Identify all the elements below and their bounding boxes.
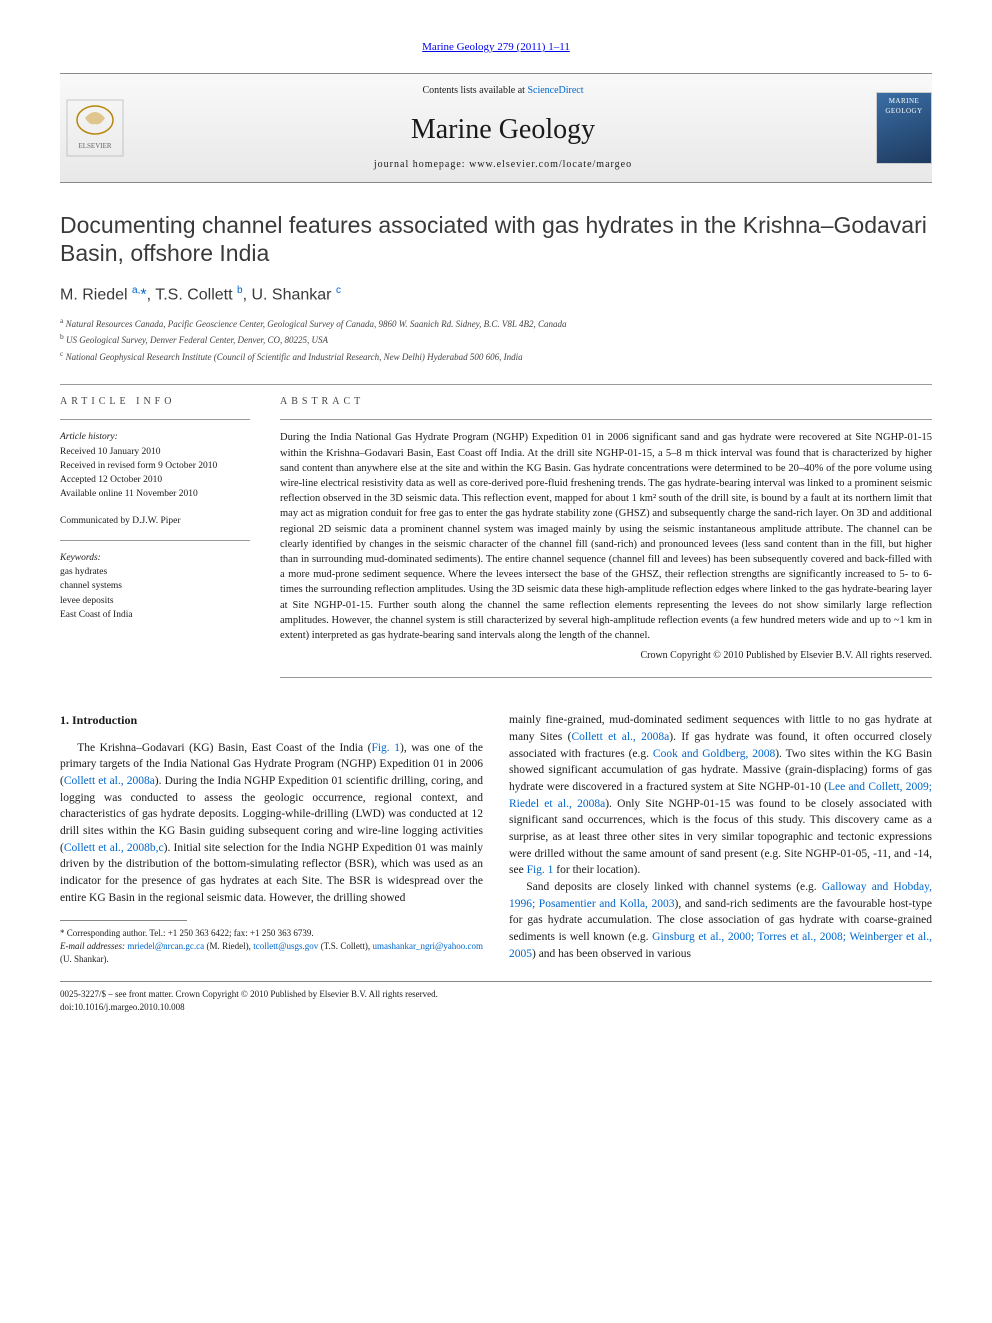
svg-text:ELSEVIER: ELSEVIER <box>78 142 111 150</box>
divider <box>60 419 250 420</box>
body-paragraph: The Krishna–Godavari (KG) Basin, East Co… <box>60 740 483 907</box>
email-link[interactable]: tcollett@usgs.gov <box>253 941 318 951</box>
abstract-text: During the India National Gas Hydrate Pr… <box>280 430 932 643</box>
citation-link[interactable]: Marine Geology 279 (2011) 1–11 <box>422 41 570 53</box>
cover-title: MARINE GEOLOGY <box>881 97 927 117</box>
abstract-head: abstract <box>280 395 932 409</box>
keyword: gas hydrates <box>60 565 250 579</box>
article-info-column: article info Article history: Received 1… <box>60 395 250 688</box>
reference-link[interactable]: Lee and Collett, 2009; Riedel et al., 20… <box>509 781 932 810</box>
affiliation-line: a Natural Resources Canada, Pacific Geos… <box>60 315 932 332</box>
info-abstract-row: article info Article history: Received 1… <box>60 395 932 688</box>
body-paragraph: Sand deposits are closely linked with ch… <box>509 879 932 962</box>
reference-link[interactable]: Ginsburg et al., 2000; Torres et al., 20… <box>509 931 932 960</box>
elsevier-logo: ELSEVIER <box>60 93 130 163</box>
reference-link[interactable]: Cook and Goldberg, 2008 <box>653 748 775 760</box>
keywords-label: Keywords: <box>60 551 250 565</box>
journal-homepage: journal homepage: www.elsevier.com/locat… <box>130 158 876 172</box>
banner-center: Contents lists available at ScienceDirec… <box>130 84 876 171</box>
doi-line: doi:10.1016/j.margeo.2010.10.008 <box>60 1001 932 1014</box>
contents-line: Contents lists available at ScienceDirec… <box>130 84 876 98</box>
history-line: Received in revised form 9 October 2010 <box>60 459 250 473</box>
keyword: channel systems <box>60 579 250 593</box>
history-line: Available online 11 November 2010 <box>60 487 250 501</box>
reference-link[interactable]: Galloway and Hobday, 1996; Posamentier a… <box>509 881 932 910</box>
communicated-by: Communicated by D.J.W. Piper <box>60 514 250 528</box>
header-citation: Marine Geology 279 (2011) 1–11 <box>60 40 932 55</box>
abstract-column: abstract During the India National Gas H… <box>280 395 932 688</box>
body-column-right: mainly fine-grained, mud-dominated sedim… <box>509 712 932 965</box>
abstract-copyright: Crown Copyright © 2010 Published by Else… <box>280 649 932 663</box>
contents-prefix: Contents lists available at <box>422 85 527 96</box>
article-title: Documenting channel features associated … <box>60 211 932 269</box>
homepage-label: journal homepage: <box>374 159 469 170</box>
body-paragraph: mainly fine-grained, mud-dominated sedim… <box>509 712 932 879</box>
email-link[interactable]: umashankar_ngri@yahoo.com <box>372 941 483 951</box>
reference-link[interactable]: Fig. 1 <box>527 864 554 876</box>
journal-cover-thumbnail: MARINE GEOLOGY <box>876 92 932 164</box>
history-line: Received 10 January 2010 <box>60 445 250 459</box>
footnote-separator <box>60 920 187 921</box>
email-addresses: E-mail addresses: mriedel@nrcan.gc.ca (M… <box>60 940 483 965</box>
affiliation-line: c National Geophysical Research Institut… <box>60 348 932 365</box>
footnotes: * Corresponding author. Tel.: +1 250 363… <box>60 927 483 965</box>
email-link[interactable]: mriedel@nrcan.gc.ca <box>127 941 204 951</box>
author-list: M. Riedel a,*, T.S. Collett b, U. Shanka… <box>60 284 932 307</box>
section-heading: 1. Introduction <box>60 712 483 729</box>
article-history: Article history: Received 10 January 201… <box>60 430 250 501</box>
keywords-block: Keywords: gas hydrateschannel systemslev… <box>60 551 250 622</box>
email-label: E-mail addresses: <box>60 941 127 951</box>
reference-link[interactable]: Collett et al., 2008a <box>571 731 669 743</box>
history-label: Article history: <box>60 430 250 444</box>
reference-link[interactable]: Collett et al., 2008a <box>64 775 155 787</box>
body-columns: 1. Introduction The Krishna–Godavari (KG… <box>60 712 932 965</box>
divider <box>60 540 250 541</box>
divider <box>280 677 932 678</box>
keyword: East Coast of India <box>60 608 250 622</box>
affiliation-line: b US Geological Survey, Denver Federal C… <box>60 331 932 348</box>
sciencedirect-link[interactable]: ScienceDirect <box>527 85 583 96</box>
journal-banner: ELSEVIER Contents lists available at Sci… <box>60 73 932 182</box>
reference-link[interactable]: Fig. 1 <box>371 742 400 754</box>
journal-name: Marine Geology <box>130 110 876 149</box>
front-matter-line: 0025-3227/$ – see front matter. Crown Co… <box>60 988 932 1001</box>
reference-link[interactable]: Collett et al., 2008b,c <box>64 842 164 854</box>
article-info-head: article info <box>60 395 250 409</box>
history-line: Accepted 12 October 2010 <box>60 473 250 487</box>
keyword: levee deposits <box>60 594 250 608</box>
bottom-info: 0025-3227/$ – see front matter. Crown Co… <box>60 988 932 1013</box>
corresponding-author: * Corresponding author. Tel.: +1 250 363… <box>60 927 483 940</box>
homepage-url: www.elsevier.com/locate/margeo <box>469 159 632 170</box>
affiliations: a Natural Resources Canada, Pacific Geos… <box>60 315 932 365</box>
body-column-left: 1. Introduction The Krishna–Godavari (KG… <box>60 712 483 965</box>
divider <box>60 384 932 385</box>
divider <box>280 419 932 420</box>
bottom-divider <box>60 981 932 982</box>
